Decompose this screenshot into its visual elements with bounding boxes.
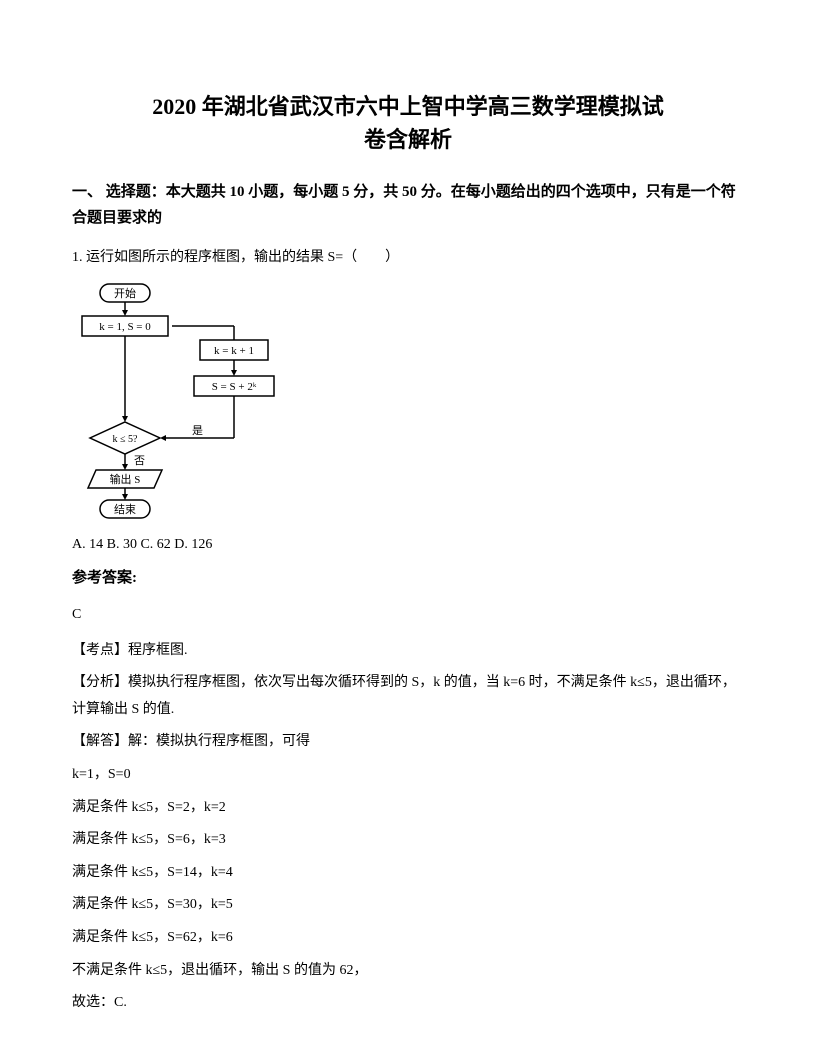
explanation-line-5: 满足条件 k≤5，S=6，k=3 (72, 827, 744, 854)
explanation-line-9: 不满足条件 k≤5，退出循环，输出 S 的值为 62， (72, 958, 744, 985)
flowchart-end: 结束 (114, 503, 136, 516)
explanation-line-7: 满足条件 k≤5，S=30，k=5 (72, 892, 744, 919)
flowchart-init: k = 1, S = 0 (99, 321, 151, 333)
page-title: 2020 年湖北省武汉市六中上智中学高三数学理模拟试 卷含解析 (72, 90, 744, 156)
flowchart-svg: 开始 k = 1, S = 0 k = k + 1 S = S + 2ᵏ 是 k… (72, 280, 302, 520)
flowchart-sum: S = S + 2ᵏ (212, 381, 257, 393)
explanation-line-6: 满足条件 k≤5，S=14，k=4 (72, 860, 744, 887)
answer-label: 参考答案: (72, 565, 744, 592)
flowchart-no: 否 (134, 455, 145, 467)
flowchart-yes: 是 (192, 424, 203, 437)
flowchart-cond: k ≤ 5? (113, 434, 138, 445)
explanation-line-3: k=1，S=0 (72, 762, 744, 789)
flowchart-diagram: 开始 k = 1, S = 0 k = k + 1 S = S + 2ᵏ 是 k… (72, 280, 744, 520)
title-line-2: 卷含解析 (72, 123, 744, 156)
explanation-line-8: 满足条件 k≤5，S=62，k=6 (72, 925, 744, 952)
title-line-1: 2020 年湖北省武汉市六中上智中学高三数学理模拟试 (72, 90, 744, 123)
flowchart-start: 开始 (114, 286, 136, 300)
flowchart-output: 输出 S (110, 472, 141, 486)
answer-value: C (72, 602, 744, 627)
explanation-line-1: 【分析】模拟执行程序框图，依次写出每次循环得到的 S，k 的值，当 k=6 时，… (72, 670, 744, 723)
section-header: 一、 选择题：本大题共 10 小题，每小题 5 分，共 50 分。在每小题给出的… (72, 180, 744, 231)
flowchart-inc: k = k + 1 (214, 345, 254, 357)
question-1-text: 1. 运行如图所示的程序框图，输出的结果 S=（ ） (72, 245, 744, 270)
question-1-options: A. 14 B. 30 C. 62 D. 126 (72, 532, 744, 557)
explanation-line-2: 【解答】解：模拟执行程序框图，可得 (72, 729, 744, 756)
explanation-line-4: 满足条件 k≤5，S=2，k=2 (72, 795, 744, 822)
explanation-line-0: 【考点】程序框图. (72, 638, 744, 665)
explanation-line-10: 故选：C. (72, 990, 744, 1017)
